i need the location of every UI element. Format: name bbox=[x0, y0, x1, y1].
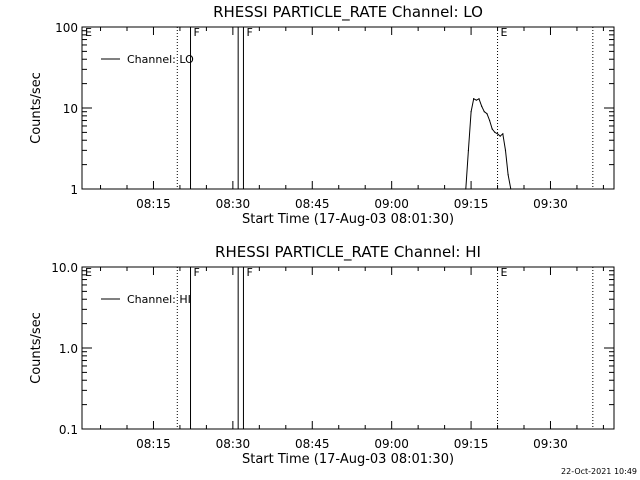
series-point bbox=[465, 188, 467, 190]
y-tick-label: 100 bbox=[55, 21, 78, 35]
x-tick-label: 08:15 bbox=[136, 437, 171, 451]
y-tick-label: 1.0 bbox=[59, 342, 78, 356]
y-tick-label: 10 bbox=[63, 102, 78, 116]
event-marker-label: F bbox=[194, 266, 200, 279]
series-point bbox=[470, 111, 472, 113]
chart-panel-1: RHESSI PARTICLE_RATE Channel: LO 08:15 08:… bbox=[29, 3, 615, 227]
series-point bbox=[494, 131, 496, 133]
series-line bbox=[465, 98, 512, 190]
series-point bbox=[467, 149, 470, 151]
legend-label: Channel: HI bbox=[127, 293, 191, 306]
chart-title: RHESSI PARTICLE_RATE Channel: LO bbox=[213, 3, 483, 22]
legend-label: Channel: LO bbox=[127, 53, 194, 66]
x-tick-label: 09:30 bbox=[533, 437, 568, 451]
series-point bbox=[499, 135, 501, 137]
x-tick-label: 09:15 bbox=[454, 437, 489, 451]
event-marker-label: F bbox=[246, 266, 252, 279]
series-point bbox=[510, 188, 512, 190]
chart-panel-2: RHESSI PARTICLE_RATE Channel: HI 08:15 08:… bbox=[29, 243, 615, 467]
event-marker-label: F bbox=[194, 26, 200, 39]
x-tick-label: 09:00 bbox=[374, 437, 409, 451]
event-marker-label: F bbox=[246, 26, 252, 39]
series-point bbox=[507, 174, 509, 176]
series-point bbox=[483, 111, 485, 113]
y-tick-label: 1 bbox=[70, 183, 78, 197]
series-point bbox=[489, 119, 491, 122]
y-tick-label: 0.1 bbox=[59, 423, 78, 437]
x-tick-label: 09:00 bbox=[374, 197, 409, 211]
x-tick-label: 09:30 bbox=[533, 197, 568, 211]
series-point bbox=[504, 149, 507, 151]
y-axis-label: Counts/sec bbox=[29, 72, 44, 144]
series-point bbox=[473, 98, 475, 100]
event-marker-label: E bbox=[85, 266, 92, 279]
x-axis-label: Start Time (17-Aug-03 08:01:30) bbox=[242, 212, 454, 227]
x-tick-label: 08:15 bbox=[136, 197, 171, 211]
y-tick-label: 10.0 bbox=[51, 261, 78, 275]
series-point bbox=[502, 133, 504, 135]
series-point bbox=[496, 133, 499, 135]
series-point bbox=[491, 128, 493, 130]
series-point bbox=[481, 105, 483, 107]
series-point bbox=[478, 98, 480, 100]
x-tick-label: 08:30 bbox=[216, 197, 251, 211]
footer-timestamp: 22-Oct-2021 10:49 bbox=[561, 467, 637, 476]
series-point bbox=[486, 113, 488, 115]
x-axis-label: Start Time (17-Aug-03 08:01:30) bbox=[242, 452, 454, 467]
x-tick-label: 09:15 bbox=[454, 197, 489, 211]
series-point bbox=[475, 99, 477, 101]
event-marker-label: E bbox=[501, 26, 508, 39]
event-marker-label: E bbox=[501, 266, 508, 279]
x-tick-label: 08:45 bbox=[295, 437, 330, 451]
event-marker-label: E bbox=[85, 26, 92, 39]
y-axis-label: Counts/sec bbox=[29, 312, 44, 384]
chart-title: RHESSI PARTICLE_RATE Channel: HI bbox=[215, 243, 481, 262]
x-tick-label: 08:30 bbox=[216, 437, 251, 451]
x-tick-label: 08:45 bbox=[295, 197, 330, 211]
